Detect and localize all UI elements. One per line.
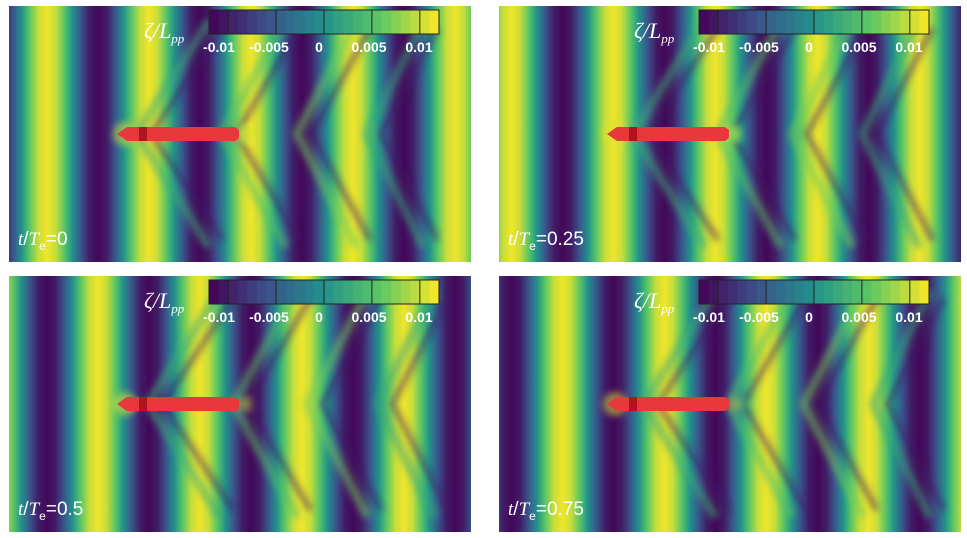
colorbar-symbol: ζ/Lpp [634,288,675,316]
colorbar-tick: -0.005 [249,39,289,55]
colorbar-tick: 0 [805,309,813,325]
colorbar-tick: 0 [315,39,323,55]
time-label: t/Te=0.25 [508,229,584,253]
colorbar [208,9,440,35]
colorbar-tick: 0.005 [841,39,877,55]
colorbar-tick: -0.01 [203,309,235,325]
colorbar-tick: -0.005 [739,309,779,325]
time-label: t/Te=0.75 [508,499,584,523]
colorbar-ticks: -0.01 -0.005 0 0.005 0.01 [199,39,439,57]
wave-field [499,6,961,262]
colorbar-ticks: -0.01 -0.005 0 0.005 0.01 [689,39,929,57]
colorbar [698,9,930,35]
contour-panel-t05: ζ/Lpp -0.01 -0.005 0 0.005 0.01 t/Te=0.5 [9,276,471,532]
colorbar-tick: -0.01 [693,39,725,55]
colorbar-ticks: -0.01 -0.005 0 0.005 0.01 [199,309,439,327]
colorbar-tick: 0.01 [405,39,433,55]
colorbar [208,279,440,305]
colorbar-tick: 0.01 [895,309,923,325]
colorbar-tick: -0.01 [693,309,725,325]
time-label: t/Te=0.5 [18,499,84,523]
colorbar-tick: 0.005 [351,309,387,325]
colorbar-ticks: -0.01 -0.005 0 0.005 0.01 [689,309,929,327]
colorbar-symbol: ζ/Lpp [144,288,185,316]
wave-field [9,6,471,262]
colorbar-tick: -0.005 [739,39,779,55]
colorbar-tick: 0.005 [351,39,387,55]
wave-field [9,276,471,532]
ship-hull [607,397,729,411]
colorbar-tick: 0.01 [895,39,923,55]
colorbar-tick: 0 [805,39,813,55]
contour-panel-t075: ζ/Lpp -0.01 -0.005 0 0.005 0.01 t/Te=0.7… [499,276,961,532]
colorbar-tick: 0 [315,309,323,325]
colorbar-tick: -0.005 [249,309,289,325]
wave-field [499,276,961,532]
ship-hull [117,397,239,411]
contour-panel-t0: ζ/Lpp -0.01 -0.005 0 0.005 0.01 t/Te=0 [9,6,471,262]
contour-panel-t025: ζ/Lpp -0.01 -0.005 0 0.005 0.01 t/Te=0.2… [499,6,961,262]
colorbar-tick: -0.01 [203,39,235,55]
colorbar-tick: 0.01 [405,309,433,325]
colorbar-tick: 0.005 [841,309,877,325]
ship-hull [607,127,729,141]
time-label: t/Te=0 [18,229,68,253]
colorbar-symbol: ζ/Lpp [144,18,185,46]
colorbar-symbol: ζ/Lpp [634,18,675,46]
colorbar [698,279,930,305]
ship-hull [117,127,239,141]
